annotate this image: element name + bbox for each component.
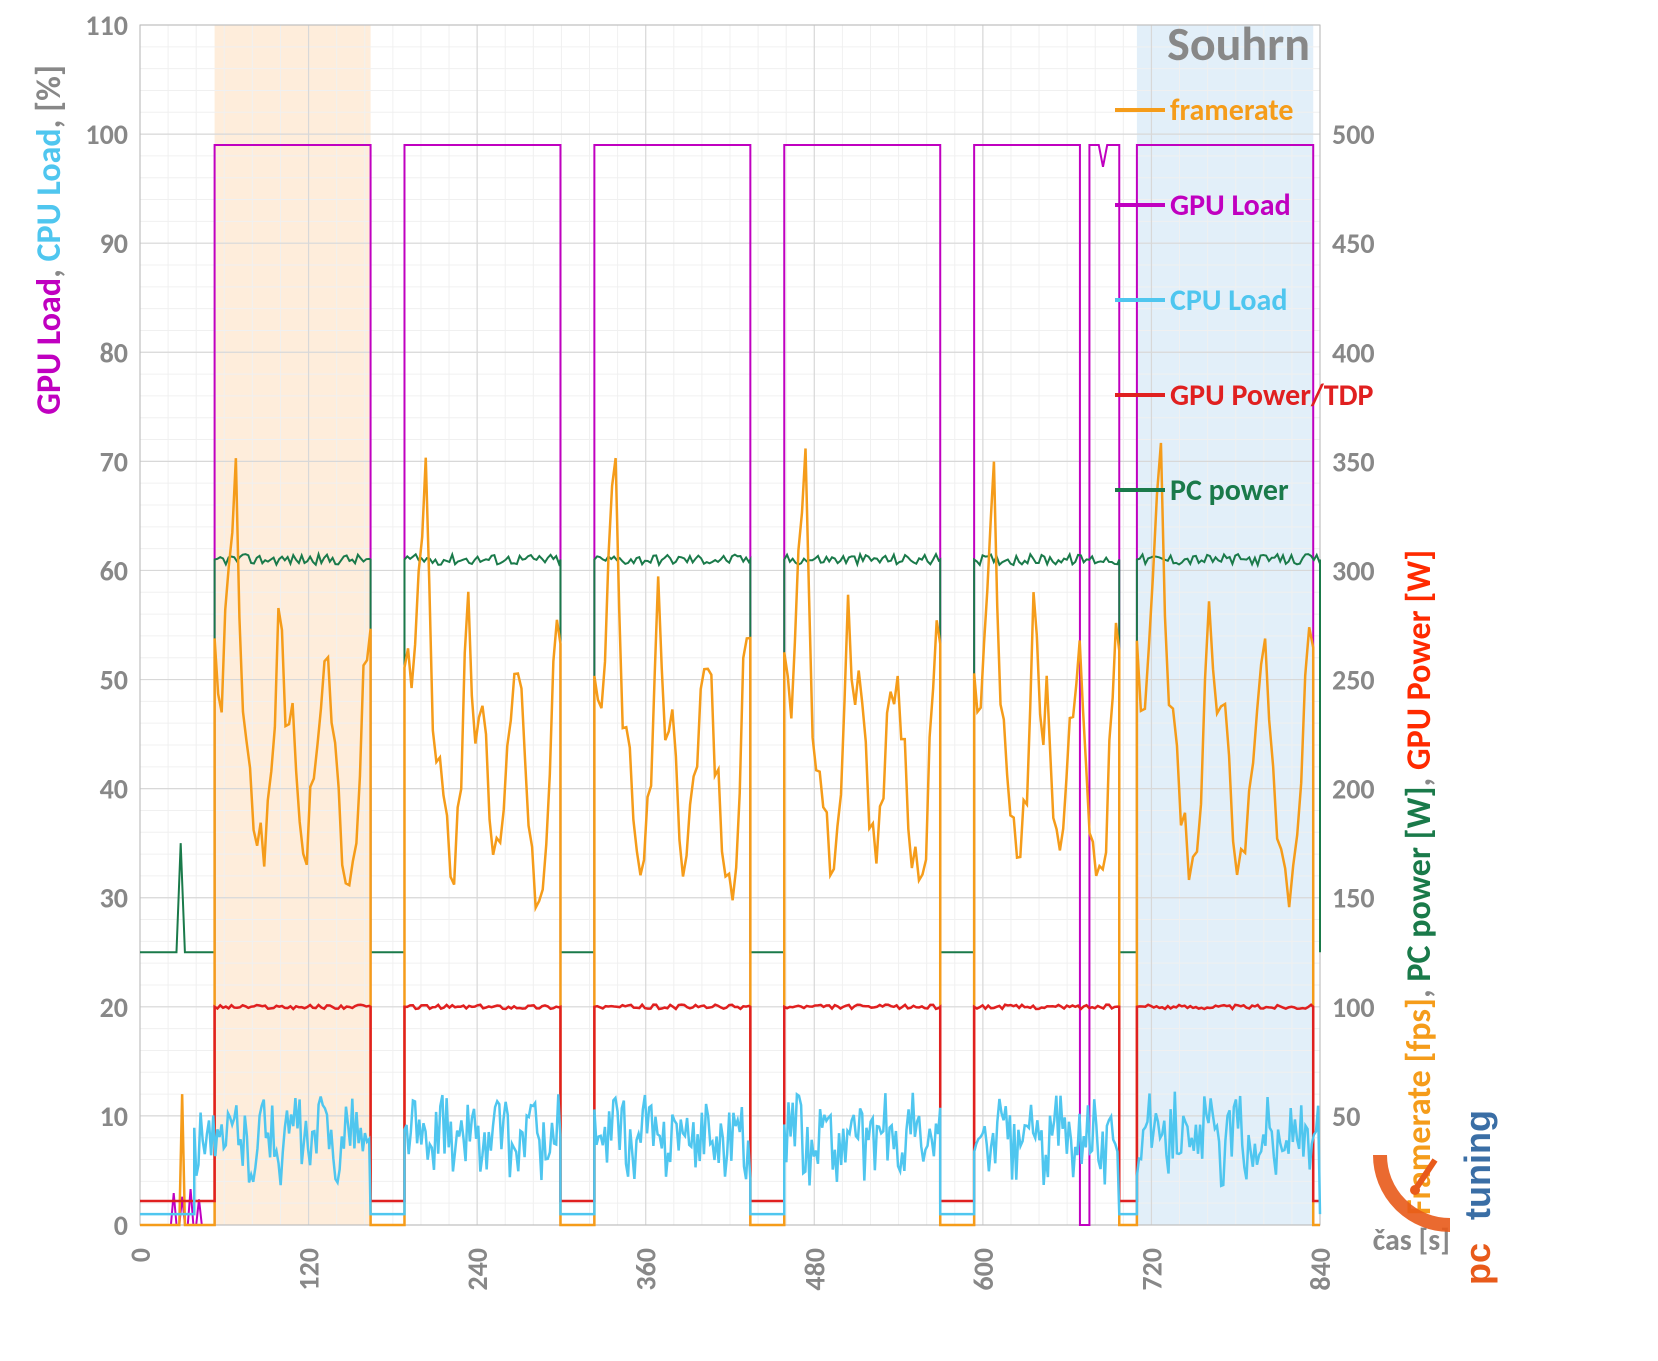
y-right-title: Framerate [fps], PC power [W], GPU Power… bbox=[1399, 550, 1440, 1215]
legend-label: GPU Load bbox=[1170, 187, 1291, 224]
y-right-tick: 150 bbox=[1332, 881, 1375, 916]
legend-label: framerate bbox=[1170, 92, 1294, 129]
y-left-tick: 90 bbox=[100, 226, 128, 261]
y-right-tick: 100 bbox=[1332, 990, 1375, 1025]
y-left-tick: 20 bbox=[100, 990, 128, 1025]
x-tick: 0 bbox=[123, 1248, 158, 1262]
y-left-tick: 30 bbox=[100, 881, 128, 916]
y-left-tick: 80 bbox=[100, 335, 128, 370]
chart-svg: 0 10 20 30 40 50 60 70 80 90 100 110 50 100 150 200 250 3… bbox=[0, 0, 1658, 1361]
svg-text:pc: pc bbox=[1457, 1243, 1498, 1285]
y-left-tick: 100 bbox=[85, 117, 128, 152]
y-right-tick: 250 bbox=[1332, 663, 1375, 698]
chart-container: 0 10 20 30 40 50 60 70 80 90 100 110 50 100 150 200 250 3… bbox=[0, 0, 1658, 1361]
y-right-tick: 50 bbox=[1332, 1099, 1360, 1134]
x-tick: 600 bbox=[966, 1248, 1001, 1291]
svg-text:tuning: tuning bbox=[1457, 1110, 1498, 1220]
y-left-tick: 70 bbox=[100, 444, 128, 479]
y-left-tick: 10 bbox=[100, 1099, 128, 1134]
x-tick: 360 bbox=[629, 1248, 664, 1291]
y-right-tick: 450 bbox=[1332, 226, 1375, 261]
y-left-tick: 110 bbox=[85, 8, 128, 43]
y-right-tick: 400 bbox=[1332, 335, 1375, 370]
y-left-tick: 60 bbox=[100, 553, 128, 588]
y-right-tick: 300 bbox=[1332, 553, 1375, 588]
y-left-tick: 0 bbox=[114, 1208, 128, 1243]
x-tick: 480 bbox=[797, 1248, 832, 1291]
svg-text:GPU Load, CPU Load, [%]: GPU Load, CPU Load, [%] bbox=[29, 65, 70, 415]
legend-label: CPU Load bbox=[1170, 282, 1287, 319]
x-tick: 840 bbox=[1303, 1248, 1338, 1291]
highlight-band bbox=[215, 25, 371, 1225]
chart-title: Souhrn bbox=[1167, 14, 1310, 73]
svg-text:Framerate [fps], PC power [W],: Framerate [fps], PC power [W], GPU Power… bbox=[1399, 550, 1440, 1215]
x-tick: 240 bbox=[460, 1248, 495, 1291]
y-left-tick: 50 bbox=[100, 663, 128, 698]
x-tick: 120 bbox=[292, 1248, 327, 1291]
y-right-tick: 350 bbox=[1332, 444, 1375, 479]
y-right-tick: 200 bbox=[1332, 772, 1375, 807]
legend-label: GPU Power/TDP bbox=[1170, 377, 1374, 414]
legend-label: PC power bbox=[1170, 472, 1289, 509]
y-right-tick: 500 bbox=[1332, 117, 1375, 152]
y-left-title: GPU Load, CPU Load, [%] bbox=[29, 65, 70, 415]
x-tick: 720 bbox=[1134, 1248, 1169, 1291]
y-left-tick: 40 bbox=[100, 772, 128, 807]
